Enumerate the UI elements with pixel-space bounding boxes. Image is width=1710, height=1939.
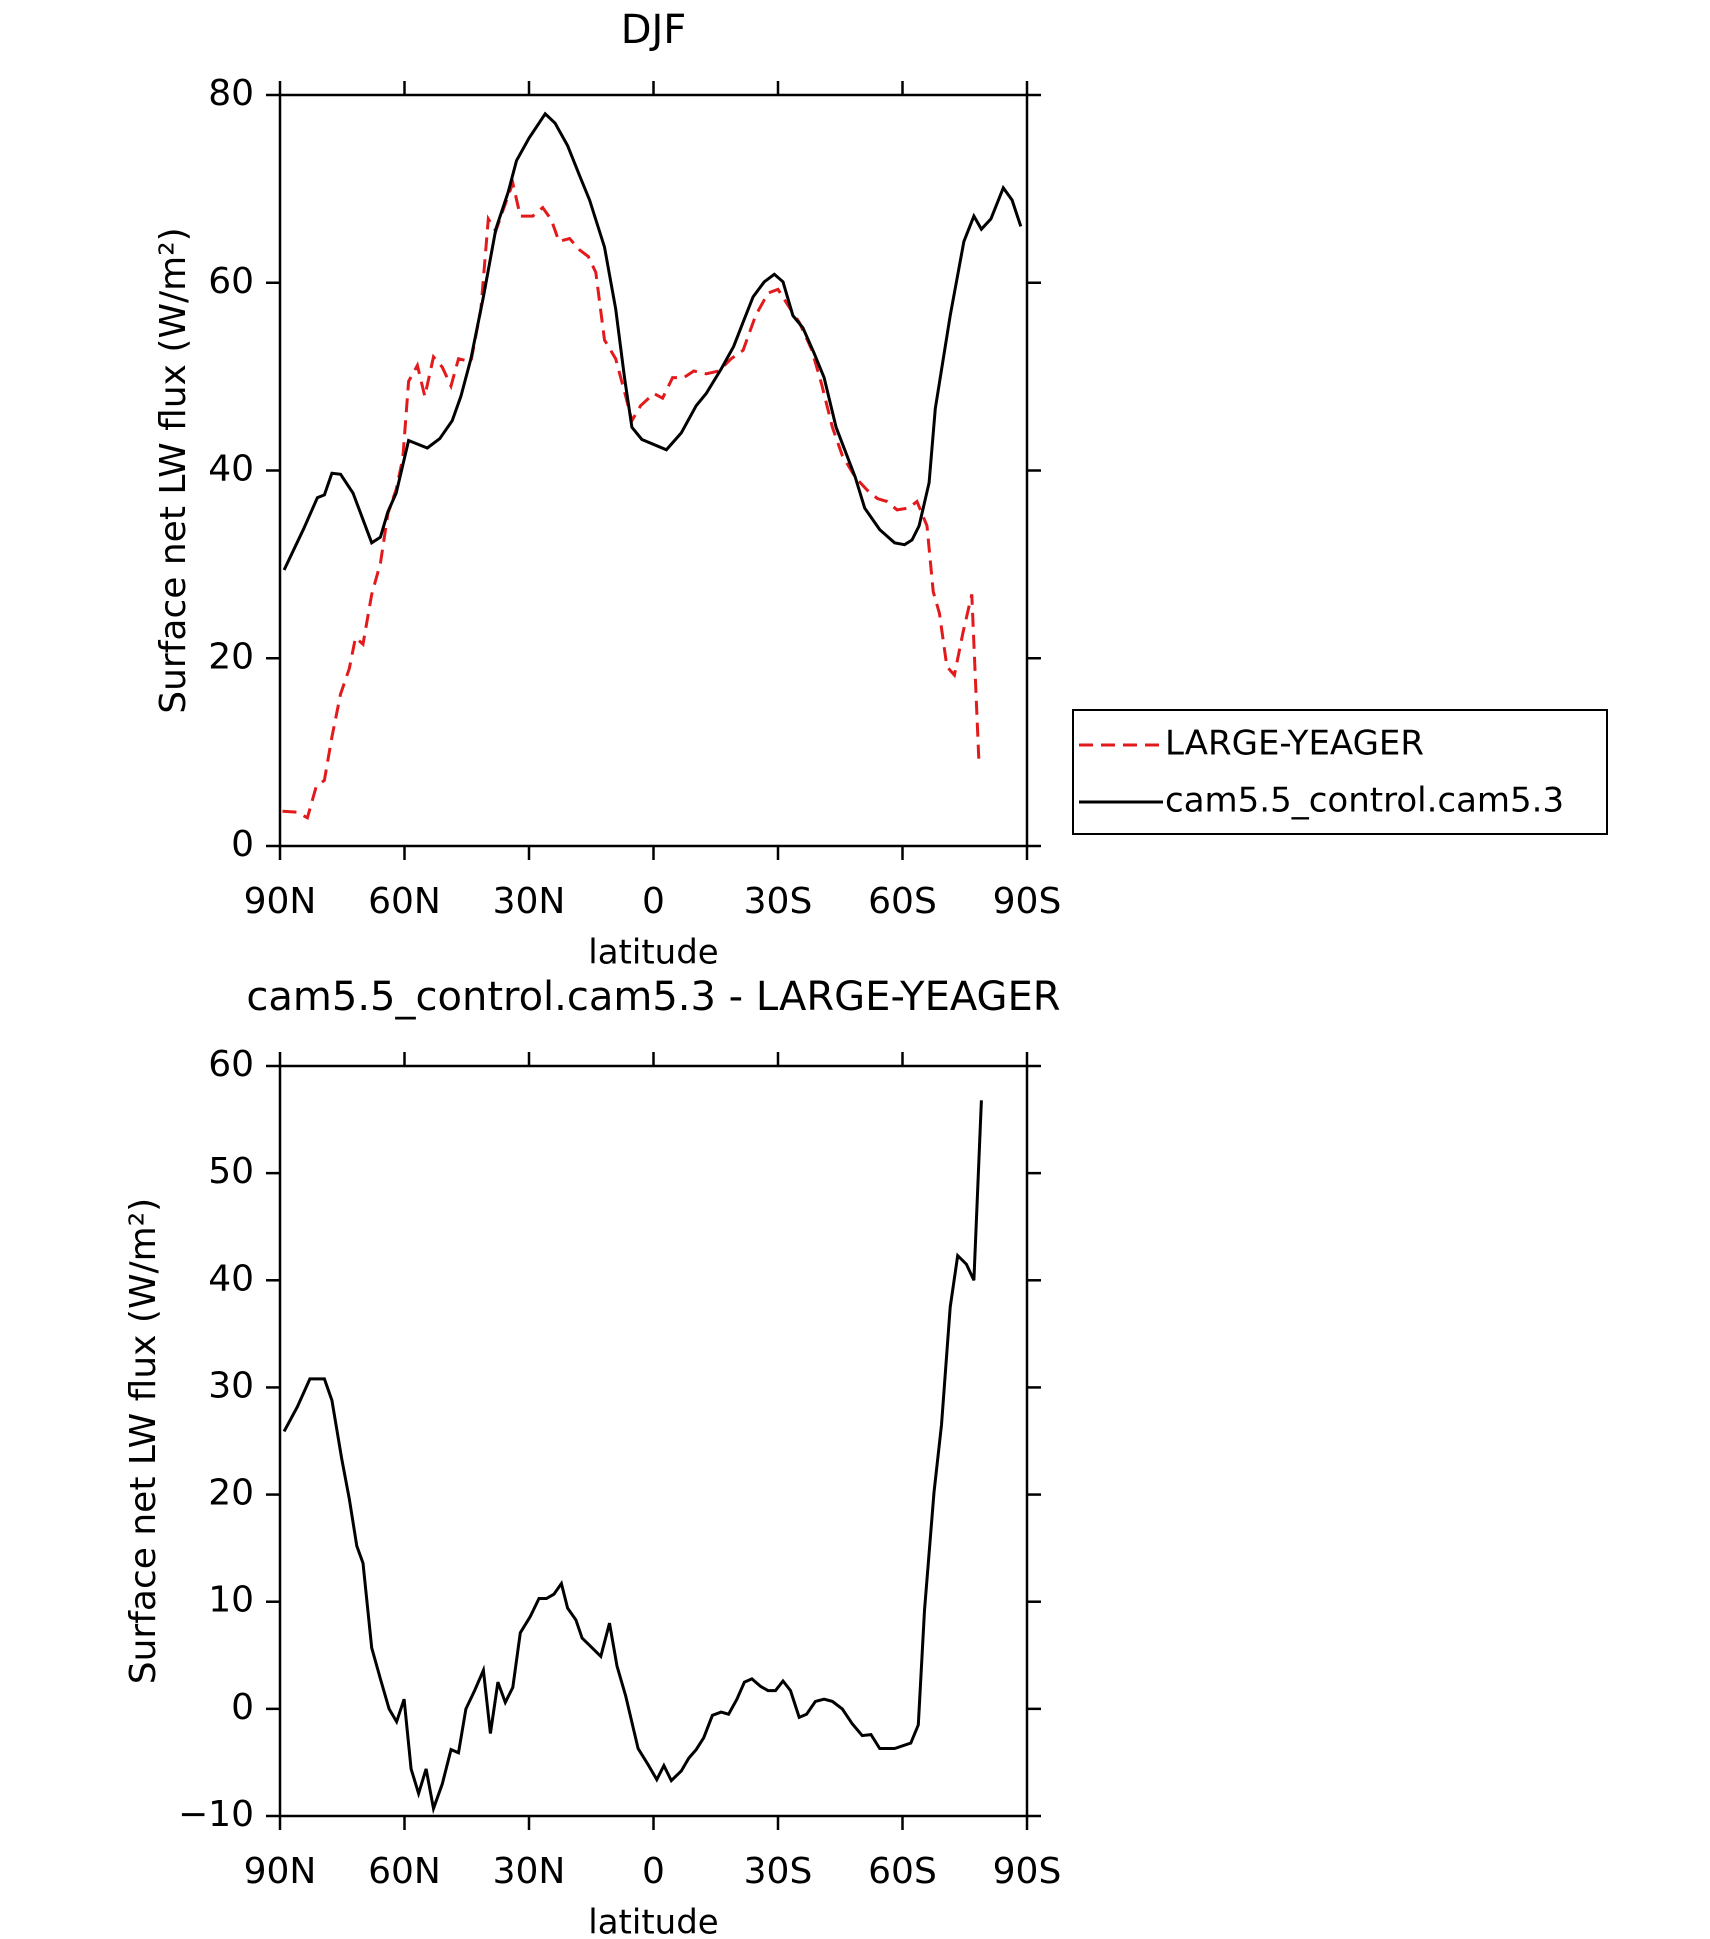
x-tick-label: 60N — [368, 1851, 441, 1892]
y-tick-label: 40 — [208, 1258, 254, 1299]
x-tick-label: 60S — [868, 1851, 937, 1892]
x-tick-label: 60N — [368, 881, 441, 922]
x-tick-label: 90S — [993, 1851, 1062, 1892]
y-tick-label: 50 — [208, 1151, 254, 1192]
x-axis-title: latitude — [588, 933, 718, 973]
x-tick-label: 90N — [244, 1851, 317, 1892]
x-tick-label: 30N — [493, 1851, 566, 1892]
y-tick-label: 0 — [231, 1687, 254, 1728]
x-tick-label: 30S — [744, 1851, 813, 1892]
x-tick-label: 90N — [244, 881, 317, 922]
chart-title: DJF — [621, 7, 687, 53]
y-tick-label: 0 — [231, 824, 254, 865]
data-line — [282, 177, 981, 821]
plot-frame — [278, 93, 1029, 848]
y-axis-title: Surface net LW flux (W/m²) — [153, 227, 194, 713]
x-tick-label: 30N — [493, 881, 566, 922]
y-tick-label: 60 — [208, 1044, 254, 1085]
legend-label: LARGE-YEAGER — [1165, 724, 1424, 764]
y-tick-label: 60 — [208, 261, 254, 302]
y-tick-label: 80 — [208, 73, 254, 114]
plot-frame — [278, 1064, 1029, 1818]
x-axis-title: latitude — [588, 1903, 718, 1939]
x-tick-label: 90S — [993, 881, 1062, 922]
legend-label: cam5.5_control.cam5.3 — [1165, 781, 1564, 821]
y-tick-label: 20 — [208, 1473, 254, 1514]
x-tick-label: 0 — [642, 1851, 665, 1892]
y-axis-title: Surface net LW flux (W/m²) — [123, 1198, 164, 1684]
y-tick-label: 30 — [208, 1365, 254, 1406]
legend-box — [1072, 709, 1608, 835]
chart-title: cam5.5_control.cam5.3 - LARGE-YEAGER — [246, 974, 1060, 1020]
data-line — [282, 111, 1023, 571]
y-tick-label: 40 — [208, 449, 254, 490]
y-tick-label: 10 — [208, 1580, 254, 1621]
x-tick-label: 0 — [642, 881, 665, 922]
y-tick-label: 20 — [208, 636, 254, 677]
x-tick-label: 30S — [744, 881, 813, 922]
x-tick-label: 60S — [868, 881, 937, 922]
y-tick-label: −10 — [178, 1794, 254, 1835]
data-line — [282, 1100, 983, 1815]
